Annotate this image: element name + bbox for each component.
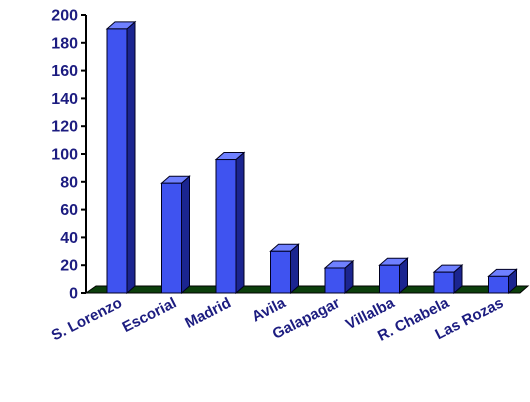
chart-floor [84,285,530,294]
bar [269,243,300,295]
bar [214,151,246,295]
x-category-label: S. Lorenzo [49,294,125,344]
bar-side [181,175,190,295]
y-tick-label: 120 [51,119,78,136]
bar [160,175,191,295]
bar-side [126,20,136,295]
floor-plane [84,285,530,294]
x-category-label: Escorial [120,294,180,336]
y-tick-label: 60 [60,202,78,219]
x-category-label: Madrid [182,294,234,331]
bar [487,268,518,295]
bar-front [488,275,509,294]
y-tick-label: 160 [51,63,78,80]
bar-side [235,151,245,295]
bar-front [379,264,400,294]
bar [432,264,464,295]
y-tick-label: 100 [51,147,78,164]
bar-front [433,271,455,294]
bar-front [324,267,346,294]
bar-front [161,182,182,294]
bar-front [270,250,291,294]
y-tick-label: 40 [60,230,78,247]
y-tick-label: 180 [51,35,78,52]
y-tick-label: 140 [51,91,78,108]
bar [378,257,409,295]
bars [105,20,518,295]
bar [323,259,355,295]
bar [105,20,137,295]
y-tick-label: 200 [51,8,78,25]
y-tick-label: 0 [69,286,78,303]
bar-side [290,243,299,295]
y-tick-label: 20 [60,258,78,275]
y-axis: 0 20 40 60 80 100 120 140 160 180 200 [51,8,87,303]
y-tick-label: 80 [60,174,78,191]
bar-front [106,28,128,294]
bar-front [215,159,237,294]
